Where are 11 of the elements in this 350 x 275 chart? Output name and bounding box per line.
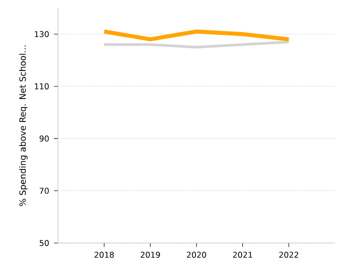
y-tick-label: 70: [40, 188, 49, 194]
y-tick-label: 50: [40, 240, 49, 246]
y-axis-title: % Spending above Req. Net School…: [19, 45, 28, 206]
x-tick-label: 2022: [279, 252, 298, 258]
x-tick-label: 2021: [233, 252, 252, 258]
x-tick-label: 2018: [94, 252, 114, 258]
x-tick-label: 2019: [140, 252, 160, 258]
x-tick-label: 2020: [186, 252, 206, 258]
y-tick-label: 110: [34, 83, 49, 90]
y-tick-label: 130: [34, 31, 49, 38]
y-tick-label: 90: [40, 136, 49, 142]
